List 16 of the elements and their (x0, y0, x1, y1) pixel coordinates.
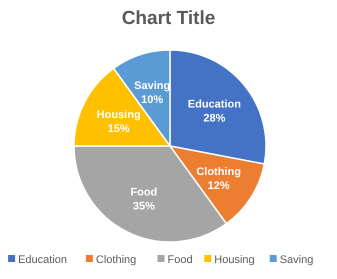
chart-title: Chart Title (122, 8, 216, 29)
slice-label: Clothing (196, 166, 241, 178)
slice-label: Housing (96, 108, 141, 121)
legend-label: Housing (214, 254, 255, 266)
data-label: 10% (141, 94, 164, 106)
legend-label: Clothing (96, 254, 136, 266)
slice-label: Education (188, 98, 242, 110)
data-label: 12% (208, 180, 230, 192)
legend-label: Education (18, 254, 68, 266)
legend-label: Saving (280, 254, 314, 266)
slice-label: Saving (134, 80, 170, 92)
data-label: 35% (132, 200, 156, 212)
data-label: 15% (108, 122, 130, 135)
data-label: 28% (203, 112, 226, 124)
legend-label: Food (168, 254, 193, 266)
slice-label: Food (130, 186, 158, 198)
